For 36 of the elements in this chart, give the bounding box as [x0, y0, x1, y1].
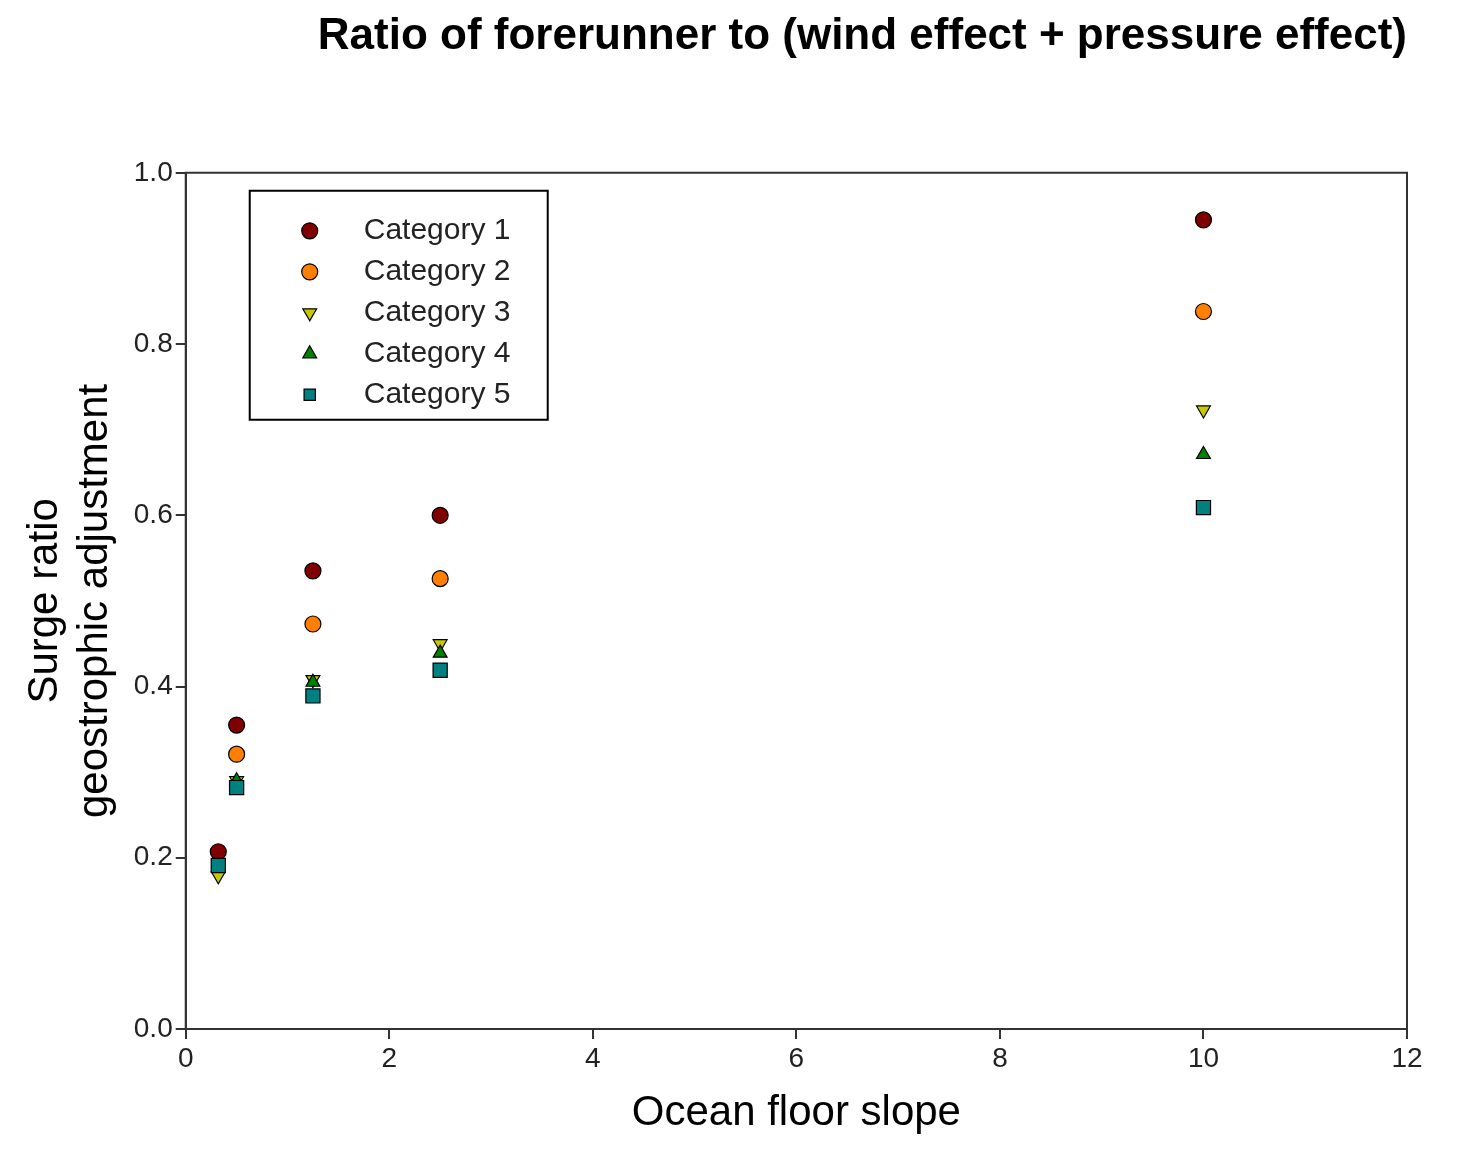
legend-label: Category 1	[363, 212, 511, 246]
point	[228, 716, 246, 734]
y-tick-label: 0.8	[133, 326, 173, 358]
point	[1195, 445, 1211, 460]
y-axis-title: Surge ratio geostrophic adjustment	[18, 383, 117, 819]
point	[1194, 302, 1213, 321]
y-tick-label: 0.6	[133, 498, 173, 529]
x-tick-label: 2	[381, 1041, 398, 1073]
point	[305, 688, 321, 704]
y-tick-label: 0.2	[133, 840, 173, 872]
x-axis-title: Ocean floor slope	[631, 1087, 961, 1135]
point	[228, 745, 246, 763]
y-tick-label: 1.0	[133, 155, 173, 187]
point	[228, 779, 245, 796]
x-tick-label: 6	[788, 1041, 805, 1073]
legend-label: Category 3	[363, 294, 511, 328]
y-tick-label: 0.0	[133, 1011, 173, 1043]
x-tick-label: 8	[992, 1041, 1008, 1073]
point	[1194, 211, 1213, 229]
point	[432, 662, 448, 678]
point	[1195, 499, 1212, 516]
point	[304, 562, 322, 580]
x-tick-label: 0	[177, 1041, 194, 1073]
y-tick-label: 0.4	[133, 669, 173, 701]
x-tick-label: 4	[585, 1041, 601, 1073]
legend-label: Category 4	[363, 335, 511, 369]
legend-label: Category 2	[363, 253, 511, 287]
point	[304, 615, 322, 633]
x-tick-label: 12	[1391, 1041, 1423, 1073]
point	[431, 506, 449, 524]
chart-title: Ratio of forerunner to (wind effect + pressure effect)	[317, 8, 1407, 58]
point	[432, 644, 448, 658]
legend-label: Category 5	[363, 376, 511, 410]
point	[210, 857, 226, 874]
point	[431, 570, 449, 588]
x-tick-label: 10	[1187, 1041, 1220, 1073]
